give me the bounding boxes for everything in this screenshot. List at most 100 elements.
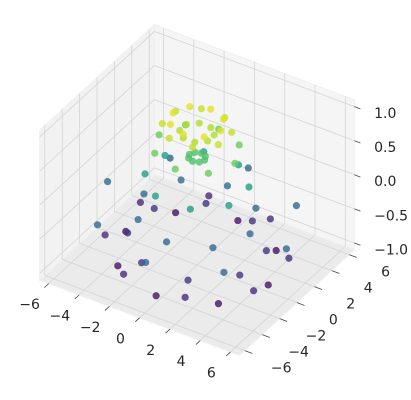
point xyxy=(234,216,242,225)
point xyxy=(219,115,228,123)
point xyxy=(188,143,197,151)
point xyxy=(151,192,160,200)
grid-line xyxy=(131,195,332,271)
x-tick-label: −6 xyxy=(19,297,40,313)
point xyxy=(182,120,190,129)
point xyxy=(177,176,185,184)
point xyxy=(158,119,166,128)
tick-mark xyxy=(331,270,340,274)
point xyxy=(223,182,232,190)
point xyxy=(205,192,213,200)
point xyxy=(262,247,270,255)
grid-line xyxy=(154,133,355,210)
point xyxy=(171,165,179,173)
point xyxy=(202,199,210,208)
z-tick-label: 0.5 xyxy=(374,140,396,156)
tick-mark xyxy=(314,286,323,290)
grid-line xyxy=(154,99,355,176)
tick-mark xyxy=(262,334,270,338)
grid-line xyxy=(39,31,155,138)
tick-mark xyxy=(354,174,361,178)
y-tick-label: −4 xyxy=(288,344,309,360)
point xyxy=(246,230,254,238)
point xyxy=(210,131,218,139)
point xyxy=(264,281,272,289)
point xyxy=(248,217,256,225)
tick-mark xyxy=(354,208,361,212)
point xyxy=(181,293,189,301)
point xyxy=(231,159,239,167)
tick-mark xyxy=(74,294,80,300)
point xyxy=(140,190,148,198)
point xyxy=(166,120,175,128)
point xyxy=(179,130,187,138)
grid-line xyxy=(154,65,355,142)
point xyxy=(141,170,149,178)
x-tick-label: −4 xyxy=(50,309,71,325)
z-tick-label: −0.5 xyxy=(374,208,408,224)
z-tick-label: 1.0 xyxy=(374,106,396,122)
point xyxy=(200,133,208,141)
point xyxy=(285,254,293,262)
x-tick-label: 4 xyxy=(177,354,186,370)
point xyxy=(124,229,132,237)
grid-line xyxy=(39,65,155,172)
grid-line xyxy=(62,259,263,335)
point xyxy=(235,141,243,149)
point xyxy=(93,221,102,229)
tick-mark xyxy=(296,302,305,306)
point xyxy=(134,215,142,224)
y-tick-label: 6 xyxy=(381,264,390,280)
point xyxy=(292,202,301,210)
y-tick-label: −6 xyxy=(271,360,292,376)
point xyxy=(120,270,128,278)
point xyxy=(150,204,158,213)
point xyxy=(184,276,192,284)
point xyxy=(228,128,236,136)
point xyxy=(195,119,203,127)
point xyxy=(207,123,215,132)
point xyxy=(220,268,228,276)
point xyxy=(214,300,223,308)
point xyxy=(252,204,260,212)
z-tick-label: −1.0 xyxy=(374,242,408,258)
tick-mark xyxy=(244,350,253,354)
point xyxy=(197,105,206,113)
point xyxy=(225,201,233,210)
tick-mark xyxy=(279,318,288,322)
tick-mark xyxy=(354,106,361,110)
grid-line xyxy=(154,31,355,107)
point xyxy=(155,131,163,139)
z-tick-label: 0.0 xyxy=(374,174,396,190)
point xyxy=(171,209,180,217)
point xyxy=(209,244,217,252)
grid-line xyxy=(39,133,155,240)
point xyxy=(207,105,215,113)
tick-mark xyxy=(165,328,171,334)
point xyxy=(142,258,150,267)
point xyxy=(236,271,244,279)
x-tick-label: −2 xyxy=(80,320,101,336)
tick-mark xyxy=(134,317,140,323)
point xyxy=(266,215,274,223)
tick-mark xyxy=(104,306,110,311)
point xyxy=(114,262,122,270)
tick-mark xyxy=(44,283,49,288)
y-tick-label: 0 xyxy=(329,312,338,328)
y-tick-label: 4 xyxy=(364,280,373,296)
grid-line xyxy=(96,227,298,303)
tick-mark xyxy=(354,242,361,246)
x-tick-label: 0 xyxy=(116,331,125,347)
point xyxy=(136,198,145,207)
point xyxy=(165,134,173,142)
tick-mark xyxy=(195,340,201,345)
point xyxy=(217,127,225,135)
point xyxy=(162,238,171,246)
point xyxy=(104,178,112,186)
x-tick-label: 2 xyxy=(146,343,155,359)
point xyxy=(161,151,169,160)
point xyxy=(195,158,203,166)
grid-line xyxy=(39,167,155,274)
point xyxy=(245,183,253,191)
